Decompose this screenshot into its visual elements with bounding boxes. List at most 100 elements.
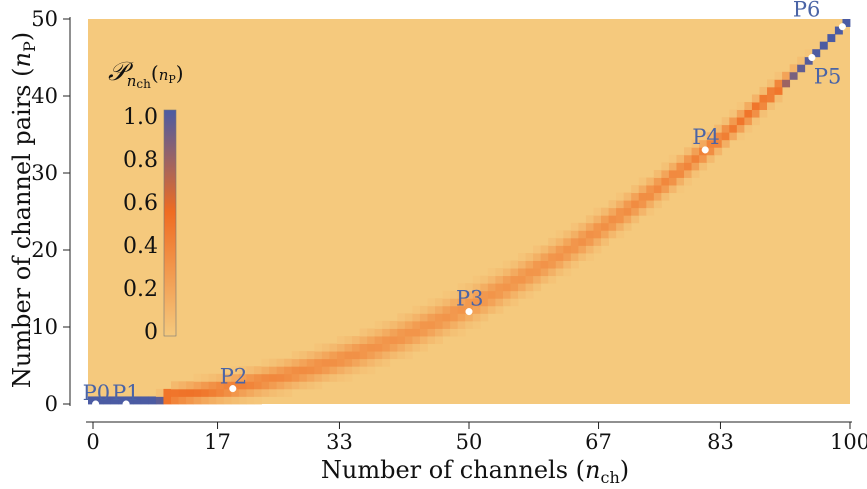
- heatmap-cell: [110, 396, 119, 405]
- heatmap-cell: [261, 388, 270, 397]
- heatmap-cell: [321, 351, 330, 360]
- heatmap-cell: [299, 358, 308, 367]
- heatmap-cell: [751, 117, 760, 126]
- heatmap-cell: [653, 169, 662, 178]
- heatmap-cell: [457, 313, 466, 322]
- heatmap-cell: [374, 320, 383, 329]
- heatmap-cell: [638, 200, 647, 209]
- heatmap-cell: [359, 343, 368, 352]
- heatmap-cell: [699, 162, 708, 171]
- heatmap-cell: [495, 298, 504, 307]
- heatmap-cell: [216, 381, 225, 390]
- heatmap-cell: [646, 192, 655, 201]
- heatmap-cell: [759, 109, 768, 118]
- heatmap-cell: [216, 373, 225, 382]
- heatmap-cell: [593, 245, 602, 254]
- heatmap-cell: [751, 102, 760, 110]
- heatmap-cell: [691, 147, 700, 156]
- heatmap-cell: [487, 305, 496, 314]
- colorbar-tick-label: 0: [144, 320, 158, 345]
- heatmap-cell: [533, 245, 542, 254]
- heatmap-cell: [684, 169, 692, 178]
- heatmap-cell: [699, 154, 708, 163]
- heatmap-cell: [193, 373, 202, 382]
- heatmap-cell: [540, 245, 549, 254]
- heatmap-cell: [706, 154, 715, 163]
- heatmap-cell: [269, 373, 278, 382]
- heatmap-cell: [336, 366, 345, 375]
- heatmap-cell: [435, 298, 443, 307]
- heatmap-cell: [472, 290, 481, 299]
- point-label: P1: [112, 381, 140, 405]
- heatmap-cell: [306, 358, 315, 367]
- heatmap-cell: [616, 230, 625, 239]
- heatmap-cell: [352, 366, 360, 375]
- x-tick-label: 67: [585, 430, 612, 454]
- heatmap-cell: [631, 215, 640, 224]
- heatmap-cell: [736, 124, 745, 133]
- heatmap-cell: [208, 396, 217, 405]
- heatmap-cell: [336, 336, 345, 345]
- heatmap-cell: [676, 169, 685, 178]
- heatmap-cell: [231, 373, 240, 382]
- point-label: P2: [220, 365, 248, 389]
- y-tick-label: 40: [31, 84, 58, 108]
- heatmap-cell: [329, 366, 338, 375]
- heatmap-cell: [253, 366, 262, 375]
- heatmap-cell: [676, 177, 685, 186]
- heatmap-cell: [699, 132, 708, 141]
- heatmap-cell: [442, 313, 451, 322]
- heatmap-cell: [344, 351, 353, 360]
- heatmap-cell: [495, 290, 504, 299]
- heatmap-cell: [480, 313, 489, 322]
- heatmap-cell: [593, 237, 602, 246]
- heatmap-cell: [510, 268, 519, 277]
- heatmap-cell: [601, 207, 609, 216]
- heatmap-cell: [804, 56, 813, 65]
- heatmap-cell: [186, 388, 195, 397]
- heatmap-cell: [291, 373, 300, 382]
- heatmap-cell: [646, 200, 655, 209]
- heatmap-cell: [533, 268, 542, 277]
- heatmap-cell: [306, 381, 315, 390]
- heatmap-cell: [133, 396, 142, 405]
- heatmap-cell: [367, 366, 376, 375]
- heatmap-cell: [419, 305, 428, 314]
- heatmap-cell: [502, 290, 511, 299]
- heatmap-cell: [510, 260, 519, 269]
- heatmap-cell: [450, 298, 459, 307]
- heatmap-cell: [389, 320, 398, 329]
- heatmap-cell: [789, 71, 798, 80]
- heatmap-cell: [540, 268, 549, 277]
- heatmap-cell: [367, 351, 376, 360]
- heatmap-cell: [178, 388, 187, 397]
- heatmap-cell: [374, 351, 383, 360]
- heatmap-cell: [729, 109, 738, 118]
- heatmap-cell: [374, 358, 383, 367]
- heatmap-cell: [201, 388, 210, 397]
- heatmap-cell: [578, 253, 587, 261]
- heatmap-cell: [238, 366, 247, 375]
- heatmap-cell: [397, 328, 406, 337]
- heatmap-cell: [261, 366, 270, 375]
- heatmap-cell: [344, 343, 353, 352]
- heatmap-cell: [661, 162, 670, 171]
- heatmap-cell: [525, 260, 534, 269]
- heatmap-cell: [646, 207, 655, 216]
- heatmap-cell: [714, 132, 723, 141]
- heatmap-cell: [389, 336, 398, 345]
- heatmap-cell: [767, 94, 775, 103]
- heatmap-cell: [834, 26, 843, 35]
- heatmap-cell: [721, 139, 730, 148]
- heatmap-cell: [208, 373, 217, 382]
- heatmap-cell: [299, 366, 308, 375]
- heatmap-cell: [736, 102, 745, 110]
- heatmap-cell: [540, 275, 549, 284]
- heatmap-cell: [585, 230, 594, 239]
- x-tick-label: 50: [456, 430, 483, 454]
- heatmap-cell: [525, 275, 534, 284]
- heatmap-cells: [88, 19, 851, 405]
- heatmap-cell: [404, 313, 413, 322]
- heatmap-cell: [352, 358, 360, 367]
- heatmap-cell: [533, 275, 542, 284]
